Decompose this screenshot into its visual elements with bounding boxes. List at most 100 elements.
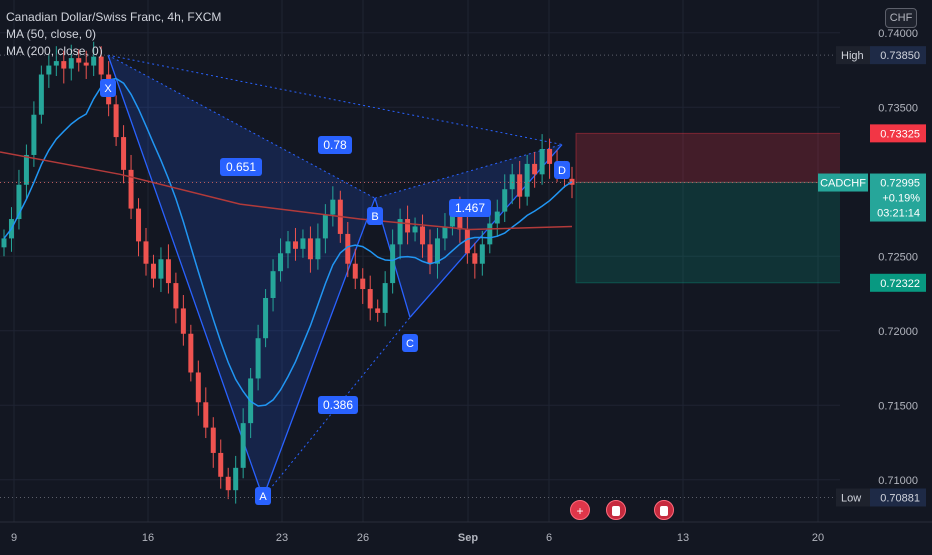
- low-price-tag-text: 0.70881: [880, 492, 920, 504]
- ma200-legend[interactable]: MA (200, close, 0): [6, 44, 103, 58]
- candle: [532, 163, 538, 175]
- pattern-labels[interactable]: X A B C D 0.651 0.78 0.386 1.467: [100, 79, 570, 505]
- canada-flag-icon[interactable]: [606, 500, 626, 520]
- time-tick: 13: [677, 532, 689, 544]
- point-label-text: A: [259, 491, 267, 503]
- candle: [285, 241, 291, 254]
- candle: [494, 211, 500, 224]
- canada-flag-icon[interactable]: [654, 500, 674, 520]
- candle: [412, 226, 418, 233]
- low-price-tag[interactable]: 0.70881 Low: [836, 488, 926, 507]
- point-label-text: X: [104, 83, 112, 95]
- candle: [98, 56, 104, 75]
- point-label-box: [402, 334, 418, 352]
- candle: [345, 233, 351, 264]
- candle: [255, 338, 261, 379]
- price-axis-bg: [840, 0, 932, 522]
- candle: [472, 253, 478, 264]
- pattern-ratio-line: [107, 54, 563, 146]
- pattern-point-d[interactable]: D: [554, 161, 570, 179]
- candle: [434, 238, 440, 264]
- ratio-label-box: [318, 396, 358, 414]
- candle: [210, 427, 216, 453]
- last-price-tag[interactable]: CADCHF 0.72995 +0.19% 03:21:14: [818, 173, 926, 222]
- high-price-tag-caption-box: [836, 46, 870, 65]
- candle: [23, 154, 29, 185]
- last-price-text: 0.72995: [880, 178, 920, 190]
- ratio-label[interactable]: 0.78: [318, 136, 352, 154]
- time-tick: 6: [546, 532, 552, 544]
- candle: [292, 241, 298, 249]
- candle: [68, 58, 74, 69]
- candle: [517, 174, 523, 197]
- point-label-text: B: [371, 211, 378, 223]
- time-tick: 20: [812, 532, 824, 544]
- ratio-label-box: [449, 199, 491, 217]
- currency-badge[interactable]: CHF: [885, 8, 917, 28]
- point-label-box: [367, 207, 383, 225]
- candle: [180, 308, 186, 334]
- take-profit-zone[interactable]: [575, 182, 849, 284]
- candle: [278, 253, 284, 272]
- stop-price-tag[interactable]: 0.73325: [870, 124, 926, 143]
- event-icon[interactable]: +: [570, 500, 590, 520]
- candle: [113, 104, 119, 138]
- candle: [547, 149, 553, 164]
- pattern-point-a[interactable]: A: [255, 487, 271, 505]
- ratio-label[interactable]: 1.467: [449, 199, 491, 217]
- ratio-label-text: 0.78: [323, 138, 347, 152]
- ratio-label[interactable]: 0.386: [318, 396, 358, 414]
- candle: [487, 223, 493, 245]
- ma50-legend[interactable]: MA (50, close, 0): [6, 27, 97, 41]
- countdown-text: 03:21:14: [877, 208, 920, 220]
- price-lines: [0, 54, 840, 498]
- time-tick: 16: [142, 532, 154, 544]
- ma50-line: [3, 77, 573, 407]
- candle: [315, 238, 321, 260]
- high-price-tag-box: [870, 46, 926, 65]
- candle: [524, 163, 530, 197]
- xab-triangle[interactable]: [108, 55, 375, 498]
- candle: [121, 137, 127, 170]
- symbol-title[interactable]: Canadian Dollar/Swiss Franc, 4h, FXCM: [6, 10, 222, 24]
- price-axis[interactable]: 0.740000.735000.730000.725000.720000.715…: [818, 0, 932, 522]
- time-axis[interactable]: 9 16 23 26 Sep 6 13 20: [0, 521, 932, 550]
- high-price-tag-text: 0.73850: [880, 50, 920, 62]
- price-tick: 0.71000: [878, 475, 918, 487]
- candle: [143, 241, 149, 264]
- ratio-label-text: 0.651: [226, 160, 256, 174]
- candle: [150, 263, 156, 279]
- low-price-tag-caption: Low: [841, 492, 861, 504]
- price-tick: 0.71500: [878, 400, 918, 412]
- candle: [539, 149, 545, 175]
- candle: [136, 208, 142, 242]
- last-price-box: [870, 173, 926, 222]
- point-label-text: C: [406, 338, 414, 350]
- candle: [360, 278, 366, 290]
- position-zones[interactable]: [575, 132, 849, 284]
- stop-loss-zone[interactable]: [575, 132, 849, 184]
- pattern-point-c[interactable]: C: [402, 334, 418, 352]
- time-tick: Sep: [458, 532, 478, 544]
- candle: [263, 297, 269, 339]
- candle: [442, 226, 448, 239]
- pattern-point-x[interactable]: X: [100, 79, 116, 97]
- time-tick: 9: [11, 532, 17, 544]
- pattern-point-b[interactable]: B: [367, 207, 383, 225]
- candle: [509, 174, 515, 190]
- candle: [31, 114, 37, 155]
- candle: [53, 61, 59, 66]
- time-axis-bg: [0, 522, 932, 550]
- ratio-label[interactable]: 0.651: [220, 158, 262, 176]
- point-label-box: [100, 79, 116, 97]
- candle: [449, 208, 455, 227]
- target-price-tag[interactable]: 0.72322: [870, 273, 926, 292]
- point-label-box: [255, 487, 271, 505]
- ratio-label-text: 1.467: [455, 201, 485, 215]
- price-tick: 0.74000: [878, 28, 918, 40]
- high-price-tag[interactable]: 0.73850 High: [836, 46, 926, 65]
- candle: [405, 219, 411, 233]
- price-tick: 0.73500: [878, 102, 918, 114]
